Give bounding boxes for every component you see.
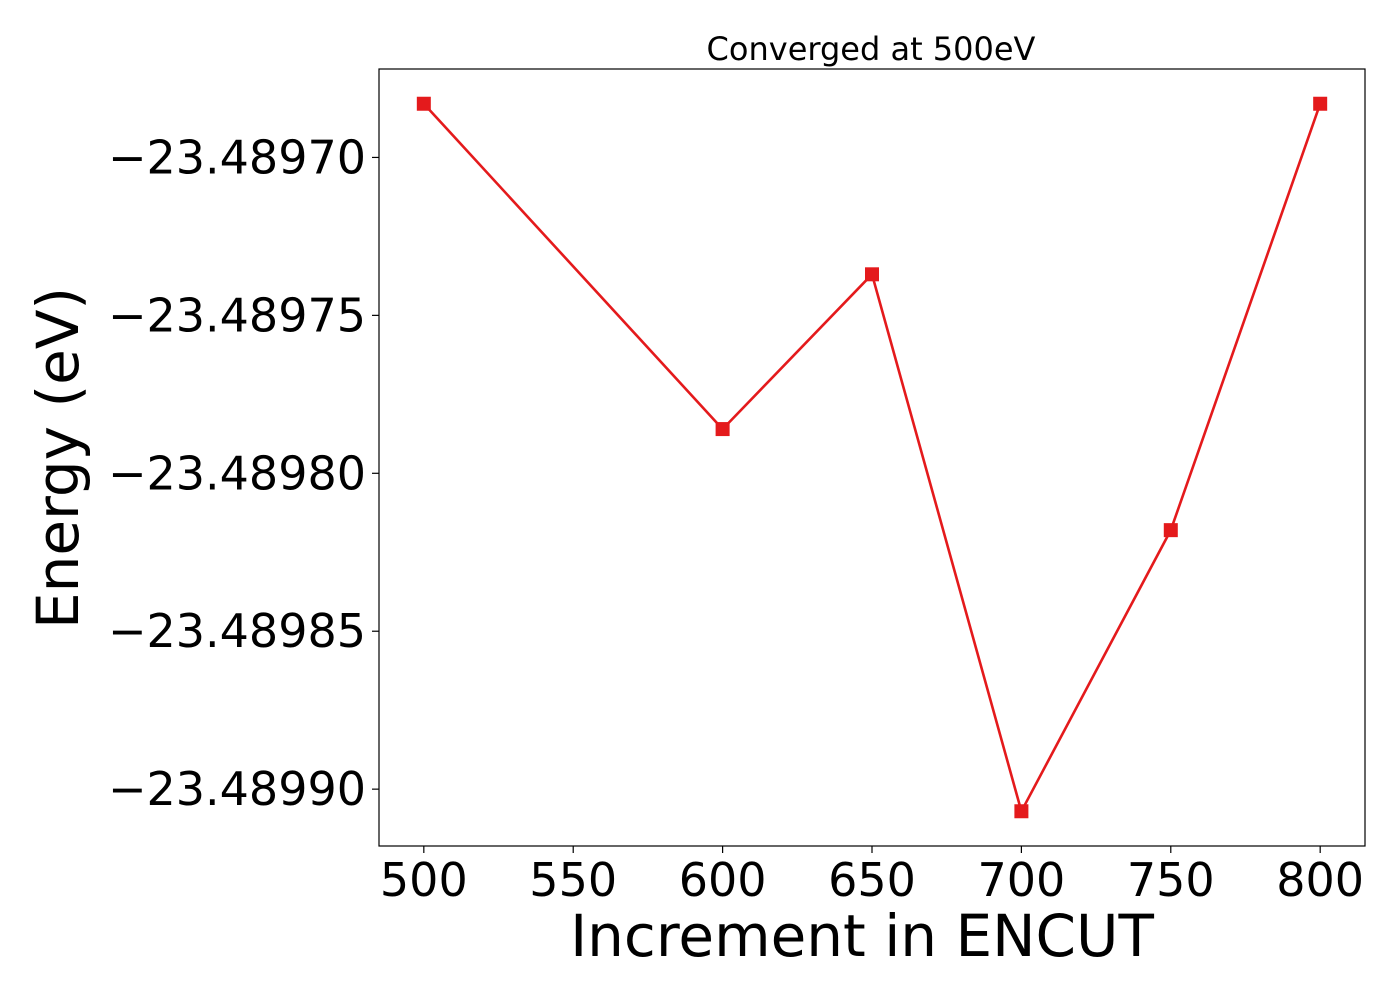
y-axis: −23.48970 −23.48975 −23.48980 −23.48985 −23.…: [108, 130, 379, 816]
x-axis-title: Increment in ENCUT: [570, 902, 1154, 970]
y-axis-title: Energy (eV): [24, 287, 92, 629]
x-tick-label: 700: [977, 853, 1065, 907]
y-tick-label: −23.48985: [108, 604, 366, 658]
chart-title: Converged at 500eV: [707, 30, 1036, 68]
x-axis: 500 550 600 650 700 750 800: [380, 846, 1364, 907]
y-tick-label: −23.48970: [108, 130, 366, 184]
x-tick-label: 550: [529, 853, 617, 907]
x-tick-label: 500: [380, 853, 468, 907]
data-point-marker: [865, 267, 879, 282]
x-tick-label: 600: [679, 853, 767, 907]
data-point-marker: [715, 422, 730, 437]
plot-frame: [378, 68, 1366, 847]
data-point-marker: [1313, 96, 1328, 111]
data-point-marker: [1014, 804, 1029, 819]
x-tick-label: 750: [1127, 853, 1215, 907]
data-point-marker: [1163, 523, 1178, 538]
y-tick-label: −23.48975: [108, 288, 366, 342]
x-tick-label: 800: [1276, 853, 1364, 907]
series-line: [422, 102, 1322, 813]
data-point-marker: [416, 96, 431, 111]
series-layer: [416, 96, 1328, 819]
x-tick-label: 650: [828, 853, 916, 907]
y-tick-label: −23.48980: [108, 446, 366, 500]
y-tick-label: −23.48990: [108, 762, 366, 816]
